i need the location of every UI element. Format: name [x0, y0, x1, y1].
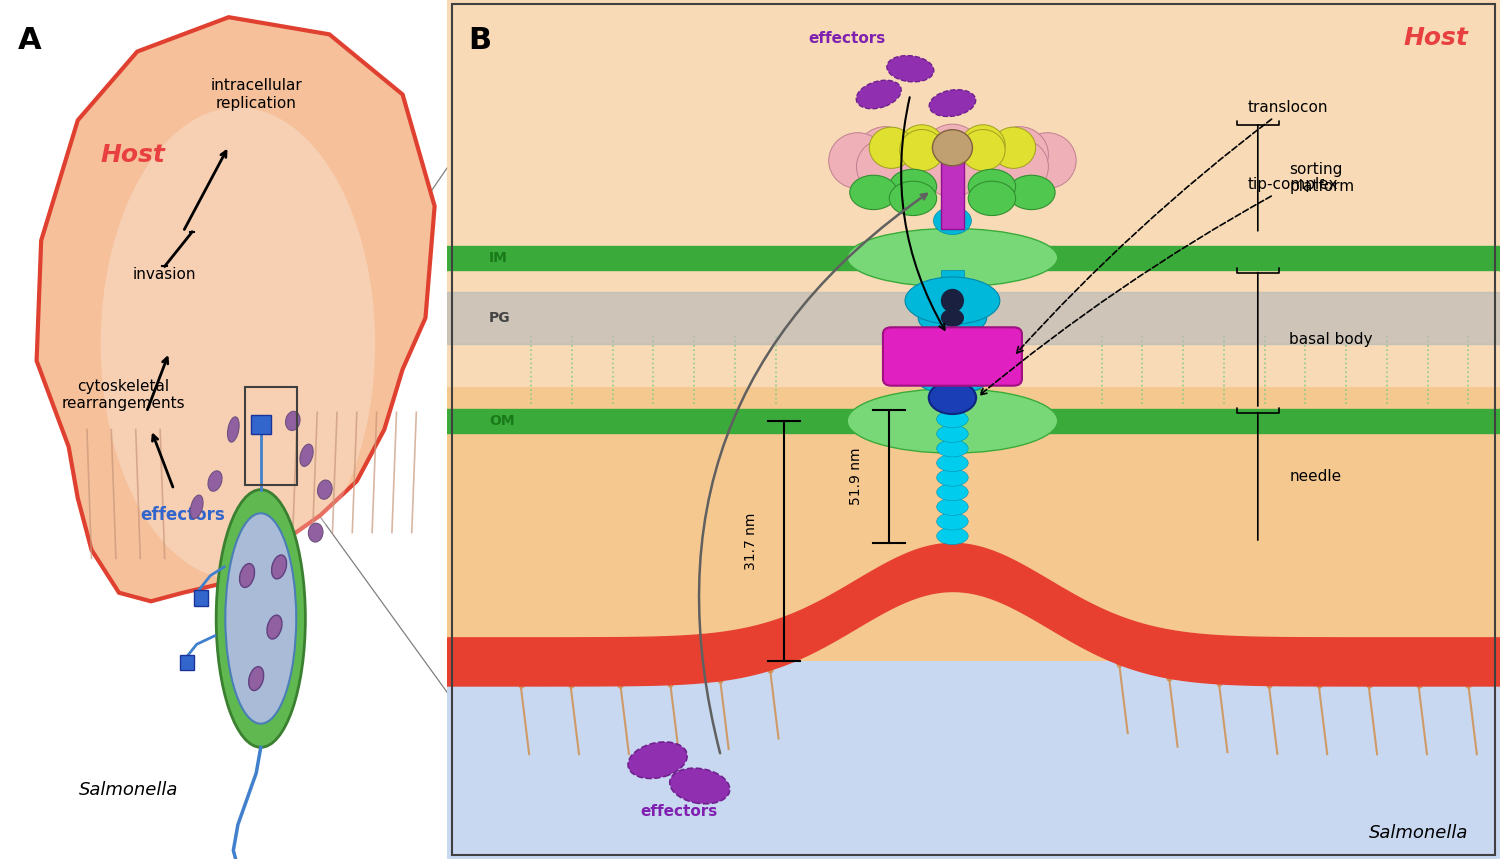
Text: PM: PM: [489, 646, 513, 660]
Text: needle: needle: [1290, 469, 1341, 484]
Ellipse shape: [904, 277, 1001, 325]
Ellipse shape: [936, 513, 968, 530]
Ellipse shape: [628, 742, 687, 778]
Ellipse shape: [886, 56, 934, 82]
Ellipse shape: [940, 289, 964, 313]
Ellipse shape: [992, 127, 1035, 168]
Text: tip-complex: tip-complex: [980, 177, 1338, 395]
Text: effectors: effectors: [808, 31, 886, 46]
Ellipse shape: [936, 469, 968, 486]
Ellipse shape: [928, 89, 975, 117]
Ellipse shape: [856, 139, 915, 195]
Ellipse shape: [933, 130, 972, 166]
Ellipse shape: [962, 130, 1005, 171]
Text: basal body: basal body: [1290, 332, 1372, 347]
Ellipse shape: [285, 411, 300, 430]
Ellipse shape: [669, 768, 729, 804]
Ellipse shape: [856, 126, 915, 182]
Bar: [244, 387, 297, 485]
Ellipse shape: [918, 300, 987, 336]
Ellipse shape: [318, 480, 332, 499]
Ellipse shape: [968, 181, 1016, 216]
Text: A: A: [18, 26, 42, 55]
Text: sorting
platform: sorting platform: [1290, 161, 1354, 194]
Ellipse shape: [928, 381, 976, 414]
Ellipse shape: [936, 425, 968, 442]
Ellipse shape: [309, 523, 322, 542]
FancyBboxPatch shape: [180, 655, 194, 670]
Ellipse shape: [990, 139, 1048, 195]
Text: intracellular
replication: intracellular replication: [210, 78, 302, 111]
Ellipse shape: [100, 107, 375, 580]
Ellipse shape: [990, 126, 1048, 182]
Ellipse shape: [940, 309, 964, 327]
Ellipse shape: [847, 228, 1058, 287]
Ellipse shape: [936, 411, 968, 428]
Ellipse shape: [900, 125, 944, 166]
Text: PG: PG: [489, 311, 510, 325]
Ellipse shape: [936, 484, 968, 501]
Ellipse shape: [240, 564, 255, 588]
Ellipse shape: [890, 181, 936, 216]
Ellipse shape: [914, 353, 992, 394]
Ellipse shape: [267, 615, 282, 639]
Ellipse shape: [924, 124, 981, 180]
Ellipse shape: [856, 80, 901, 109]
Bar: [447, 0, 1500, 387]
Ellipse shape: [1019, 133, 1076, 189]
Ellipse shape: [940, 363, 964, 384]
Text: invasion: invasion: [134, 267, 196, 283]
Ellipse shape: [249, 667, 264, 691]
Text: effectors: effectors: [141, 507, 225, 524]
FancyBboxPatch shape: [251, 415, 272, 434]
Ellipse shape: [228, 417, 238, 442]
Bar: [940, 270, 964, 409]
Ellipse shape: [828, 133, 886, 189]
Text: OM: OM: [489, 414, 514, 428]
Ellipse shape: [968, 169, 1016, 204]
Ellipse shape: [936, 396, 968, 413]
Ellipse shape: [225, 514, 296, 723]
Text: effectors: effectors: [640, 804, 717, 819]
Polygon shape: [36, 17, 435, 601]
Ellipse shape: [300, 444, 313, 466]
Bar: [447, 0, 1500, 661]
Ellipse shape: [272, 555, 286, 579]
Ellipse shape: [924, 142, 981, 198]
Text: 51.9 nm: 51.9 nm: [849, 448, 862, 505]
Ellipse shape: [933, 207, 972, 235]
Ellipse shape: [900, 130, 944, 171]
Bar: [447, 421, 1500, 859]
Text: B: B: [468, 26, 490, 55]
Text: 31.7 nm: 31.7 nm: [744, 513, 758, 570]
Text: Host: Host: [1404, 26, 1468, 50]
Ellipse shape: [936, 527, 968, 545]
Ellipse shape: [936, 454, 968, 472]
Bar: [447, 421, 1500, 661]
Text: cytoskeletal
rearrangements: cytoskeletal rearrangements: [62, 379, 186, 411]
Ellipse shape: [870, 127, 913, 168]
Text: IM: IM: [489, 251, 508, 265]
Bar: [940, 139, 964, 229]
FancyBboxPatch shape: [195, 590, 208, 606]
Ellipse shape: [962, 125, 1005, 166]
Text: translocon: translocon: [1017, 100, 1328, 353]
Ellipse shape: [216, 490, 306, 747]
Ellipse shape: [890, 169, 936, 204]
Ellipse shape: [190, 495, 202, 519]
Text: Salmonella: Salmonella: [78, 782, 178, 799]
Ellipse shape: [847, 388, 1058, 454]
FancyBboxPatch shape: [884, 327, 1022, 386]
Text: Host: Host: [100, 143, 165, 167]
Ellipse shape: [1008, 175, 1054, 210]
Text: Salmonella: Salmonella: [1370, 824, 1468, 842]
Ellipse shape: [936, 498, 968, 515]
Ellipse shape: [936, 440, 968, 457]
Ellipse shape: [209, 471, 222, 491]
Ellipse shape: [850, 175, 897, 210]
